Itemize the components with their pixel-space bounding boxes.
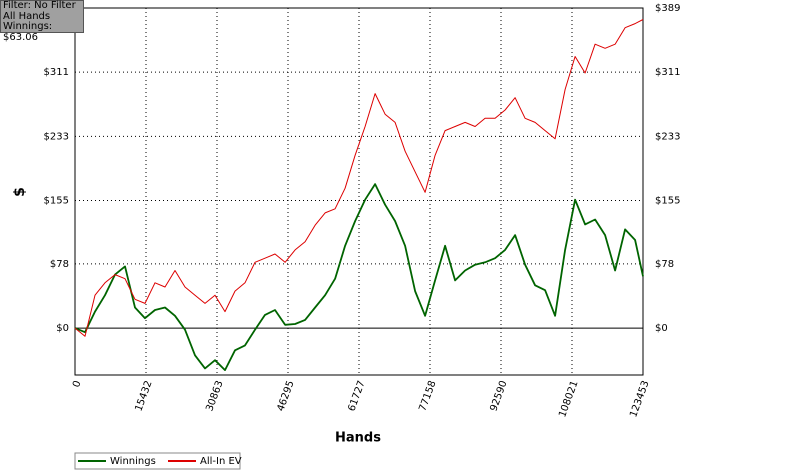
x-tick-label: 123453 [628,379,651,419]
winnings-text: Winnings: $63.06 [3,21,53,43]
y-tick-label: $0 [56,323,69,334]
x-axis-label: Hands [335,431,381,446]
x-tick-label: 30863 [204,379,225,413]
info-box: Filter: No Filter All Hands Winnings: $6… [0,0,84,42]
y2-tick-label: $155 [655,196,680,207]
x-tick-label: 15432 [133,379,154,413]
plot-area [74,7,644,376]
legend-label: All-In EV [200,456,242,467]
x-tick-label: 92590 [488,379,509,413]
hands-text: All Hands [3,10,51,22]
x-tick-label: 108021 [557,379,580,419]
x-tick-label: 61727 [346,379,367,413]
x-tick-label: 46295 [275,379,296,413]
x-tick-label: 77158 [417,379,438,413]
x-tick-label: 0 [71,379,84,389]
y-tick-label: $233 [44,131,69,142]
y2-tick-label: $389 [655,3,680,14]
y2-tick-label: $0 [655,323,668,334]
y-axis-label: $ [12,187,28,197]
y-tick-label: $78 [50,259,69,270]
series-line [74,19,644,337]
legend-label: Winnings [110,456,156,467]
y-tick-label: $155 [44,196,69,207]
series-line [74,183,644,371]
y2-tick-label: $233 [655,131,680,142]
y2-tick-label: $78 [655,259,674,270]
y2-tick-label: $311 [655,67,680,78]
legend-box [74,452,241,470]
y-tick-label: $311 [44,67,69,78]
filter-text: Filter: No Filter [3,0,76,11]
